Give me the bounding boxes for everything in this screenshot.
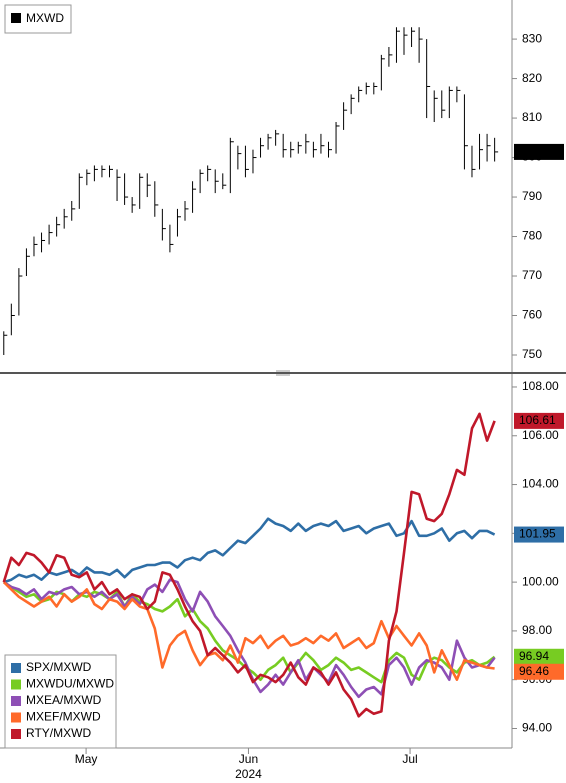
last-value-label: 801.43	[519, 144, 556, 158]
x-sublabel: 2024	[235, 767, 262, 781]
legend-label: MXEA/MXWD	[26, 693, 102, 707]
last-value-label: 106.61	[519, 413, 556, 427]
y-tick-label: 94.00	[522, 721, 552, 735]
y-tick-label: 750	[522, 347, 542, 361]
y-tick-label: 108.00	[522, 379, 559, 393]
legend-label: MXEF/MXWD	[26, 710, 101, 724]
y-tick-label: 104.00	[522, 477, 559, 491]
legend-label: RTY/MXWD	[26, 726, 91, 740]
y-tick-label: 780	[522, 229, 542, 243]
y-tick-label: 100.00	[522, 574, 559, 588]
series-line	[2, 581, 495, 681]
y-tick-label: 810	[522, 110, 542, 124]
y-tick-label: 820	[522, 71, 542, 85]
y-tick-label: 790	[522, 189, 542, 203]
legend-label: MXWDU/MXWD	[26, 677, 114, 691]
last-value-box	[514, 648, 564, 665]
x-tick-label: Jun	[239, 752, 258, 766]
y-tick-label: 770	[522, 268, 542, 282]
last-value-box	[514, 143, 564, 160]
legend-label: MXWD	[26, 11, 64, 25]
series-line	[2, 412, 496, 718]
y-tick-label: 760	[522, 308, 542, 322]
legend-swatch	[11, 663, 21, 673]
legend-swatch	[11, 679, 21, 690]
legend-swatch	[11, 13, 21, 23]
last-value-label: 96.94	[519, 649, 549, 663]
y-tick-label: 98.00	[522, 623, 552, 637]
y-tick-label: 106.00	[522, 428, 559, 442]
last-value-label: 96.46	[519, 664, 549, 678]
last-value-box	[514, 526, 564, 543]
last-value-box	[514, 663, 564, 680]
legend-swatch	[11, 729, 21, 739]
legend-swatch	[11, 696, 21, 706]
legend-swatch	[11, 712, 21, 723]
y-tick-label: 830	[522, 31, 542, 45]
last-value-label: 101.95	[519, 527, 556, 541]
x-tick-label: May	[75, 752, 98, 766]
legend-label: SPX/MXWD	[26, 660, 92, 674]
x-tick-label: Jul	[402, 752, 417, 766]
legend-box	[4, 654, 117, 749]
series-line	[3, 517, 496, 584]
last-value-box	[514, 412, 564, 429]
